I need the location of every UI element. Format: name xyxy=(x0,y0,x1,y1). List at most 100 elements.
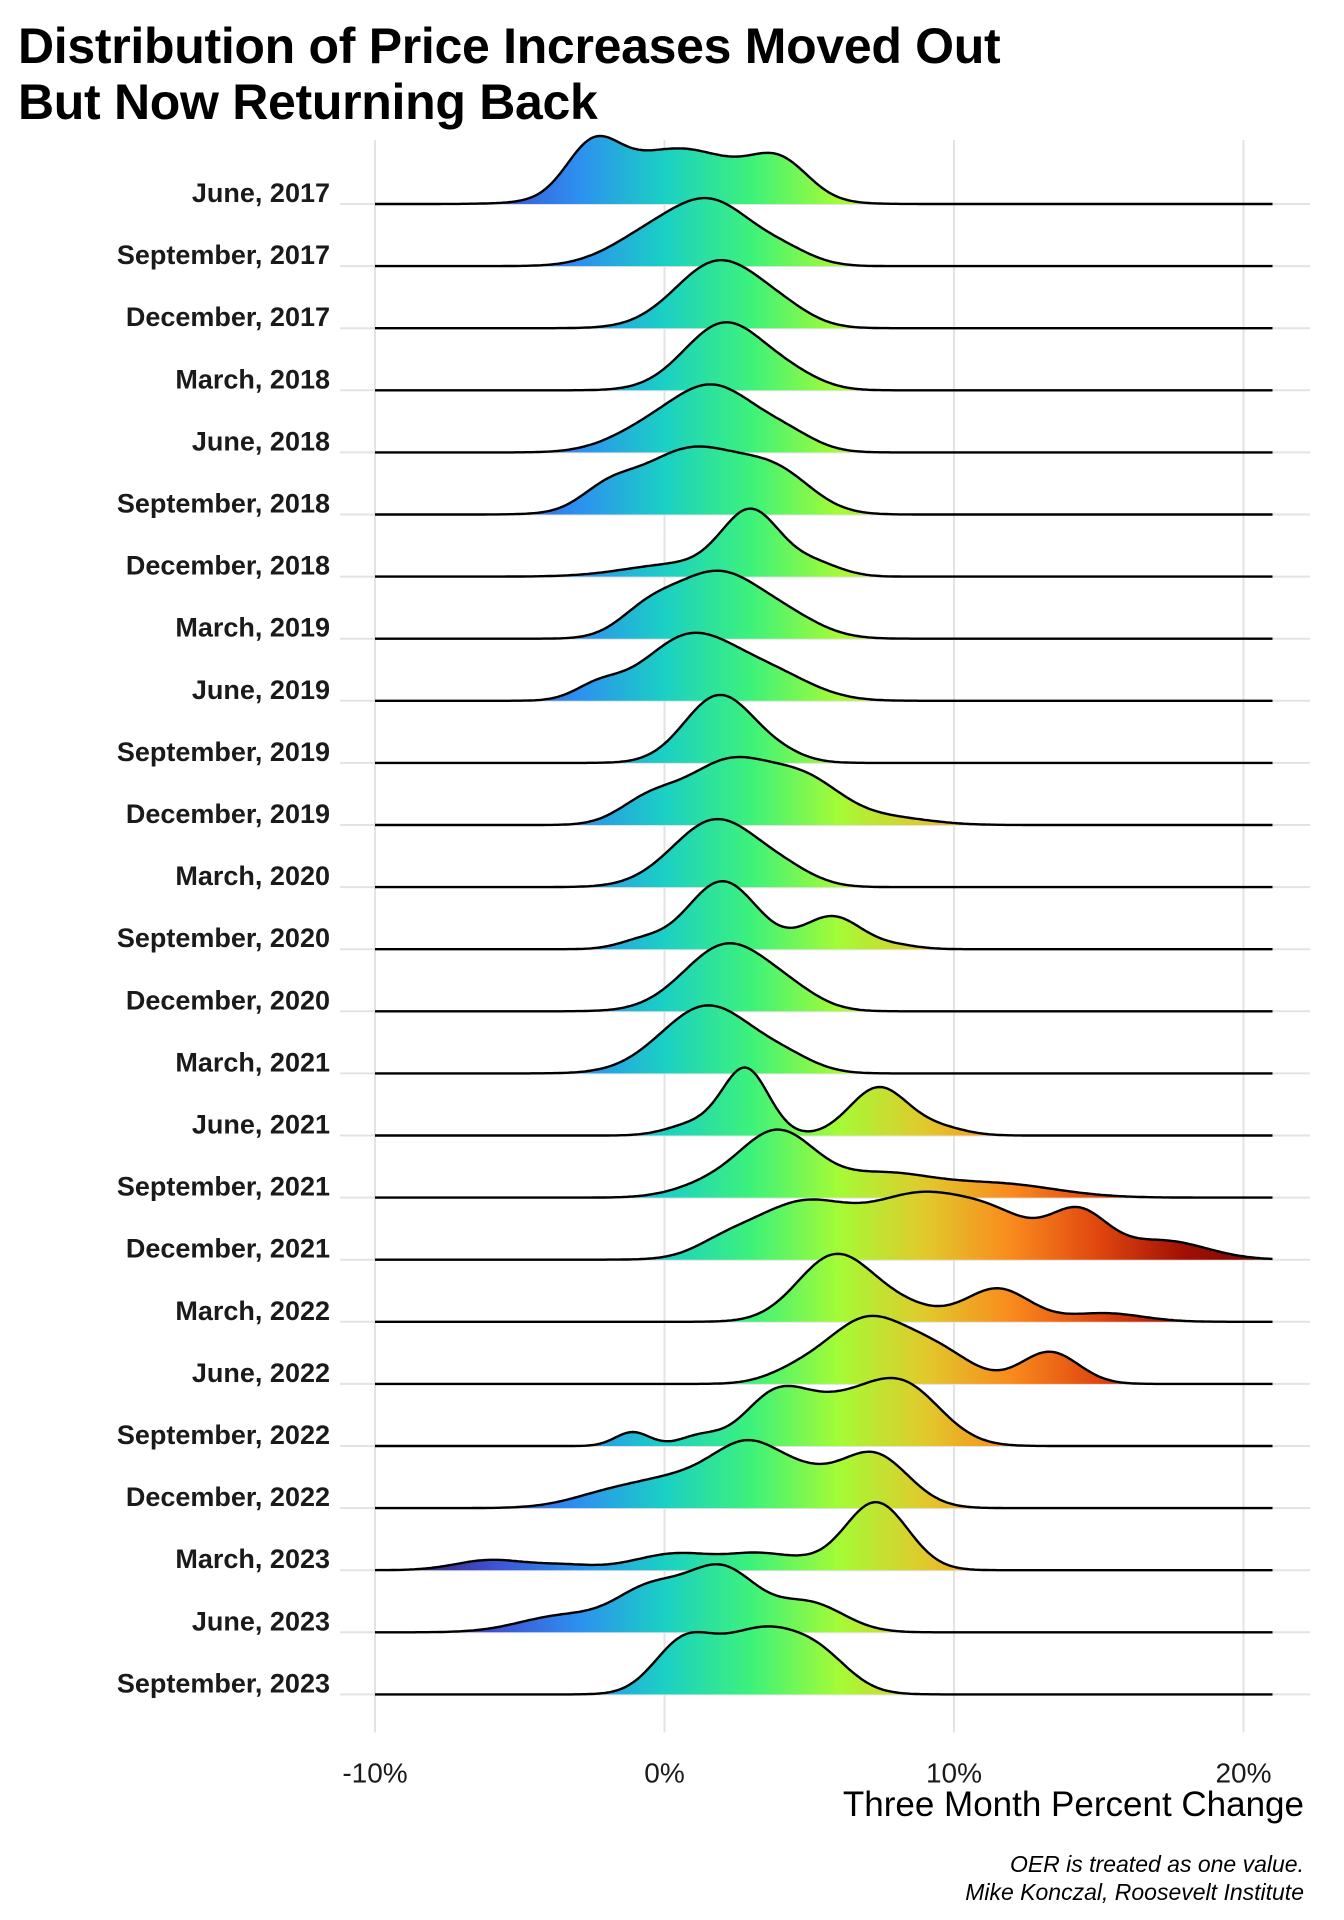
caption-line-2: Mike Konczal, Roosevelt Institute xyxy=(965,1879,1304,1905)
ridge-outline-7 xyxy=(375,569,1273,640)
ridge-19 xyxy=(375,1314,1273,1386)
y-label-17: December, 2021 xyxy=(126,1234,330,1264)
ridge-outline-10 xyxy=(375,755,1273,827)
ridge-outline-15 xyxy=(375,1066,1273,1137)
ridge-13 xyxy=(375,942,1273,1013)
ridge-8 xyxy=(375,631,1273,702)
x-tick-label-0: -10% xyxy=(342,1757,407,1788)
ridge-4 xyxy=(375,383,1273,454)
ridge-outline-14 xyxy=(375,1004,1273,1075)
y-label-24: September, 2023 xyxy=(117,1668,330,1698)
ridge-outline-9 xyxy=(375,693,1273,765)
ridge-outline-18 xyxy=(375,1252,1273,1323)
y-label-7: March, 2019 xyxy=(175,613,330,643)
ridge-fill-16 xyxy=(375,1129,1273,1198)
ridge-fill-19 xyxy=(375,1315,1273,1384)
ridge-outline-11 xyxy=(375,817,1273,889)
ridge-fill-12 xyxy=(375,881,1273,950)
ridge-15 xyxy=(375,1066,1273,1137)
ridge-outline-17 xyxy=(375,1190,1273,1261)
ridge-5 xyxy=(375,445,1273,516)
ridge-fill-5 xyxy=(375,446,1273,515)
ridge-fill-13 xyxy=(375,943,1273,1012)
ridge-23 xyxy=(375,1563,1273,1634)
ridge-fill-0 xyxy=(375,136,1273,204)
ridge-0 xyxy=(375,134,1273,206)
y-label-15: June, 2021 xyxy=(192,1110,330,1140)
ridge-fill-17 xyxy=(375,1191,1273,1260)
ridge-outline-23 xyxy=(375,1563,1273,1634)
chart-title: Distribution of Price Increases Moved Ou… xyxy=(18,18,1001,130)
ridge-outline-13 xyxy=(375,942,1273,1013)
ridge-outline-21 xyxy=(375,1438,1273,1510)
ridge-outline-20 xyxy=(375,1376,1273,1448)
caption-line-1: OER is treated as one value. xyxy=(1009,1851,1304,1877)
ridge-outline-2 xyxy=(375,259,1273,330)
y-label-22: March, 2023 xyxy=(175,1544,330,1574)
x-axis-title: Three Month Percent Change xyxy=(842,1785,1304,1824)
y-label-21: December, 2022 xyxy=(126,1482,330,1512)
ridge-11 xyxy=(375,817,1273,889)
x-tick-label-1: 0% xyxy=(644,1757,684,1788)
ridge-fill-14 xyxy=(375,1005,1273,1074)
caption: OER is treated as one value. Mike Koncza… xyxy=(965,1850,1304,1906)
ridge-fill-6 xyxy=(375,508,1273,577)
ridge-fill-4 xyxy=(375,384,1273,453)
ridge-outline-16 xyxy=(375,1128,1273,1199)
ridge-10 xyxy=(375,755,1273,827)
y-label-5: September, 2018 xyxy=(117,489,330,519)
y-label-10: December, 2019 xyxy=(126,799,330,829)
ridge-20 xyxy=(375,1376,1273,1448)
ridge-fill-18 xyxy=(375,1253,1273,1322)
y-axis-labels: June, 2017 September, 2017 December, 2017 M… xyxy=(117,178,330,1698)
y-label-1: September, 2017 xyxy=(117,240,330,270)
ridge-fill-8 xyxy=(375,632,1273,701)
ridge-fill-2 xyxy=(375,260,1273,329)
ridge-12 xyxy=(375,880,1273,951)
ridge-fill-9 xyxy=(375,694,1273,763)
ridge-fill-21 xyxy=(375,1440,1273,1509)
ridge-outline-22 xyxy=(374,1501,1273,1572)
ridge-fill-1 xyxy=(375,198,1273,267)
y-label-23: June, 2023 xyxy=(192,1606,330,1636)
y-label-6: December, 2018 xyxy=(126,551,330,581)
y-label-20: September, 2022 xyxy=(117,1420,330,1450)
x-axis-tick-labels: -10% 0% 10% 20% xyxy=(342,1757,1271,1788)
ridge-1 xyxy=(375,196,1273,268)
y-label-0: June, 2017 xyxy=(192,178,330,208)
y-label-16: September, 2021 xyxy=(117,1172,330,1202)
ridge-outline-12 xyxy=(375,880,1273,951)
y-label-3: March, 2018 xyxy=(175,364,330,394)
ridge-fill-11 xyxy=(375,819,1273,888)
ridge-21 xyxy=(375,1438,1273,1510)
ridge-fill-23 xyxy=(375,1564,1273,1633)
ridge-outline-1 xyxy=(375,196,1273,268)
y-label-19: June, 2022 xyxy=(192,1358,330,1388)
y-label-18: March, 2022 xyxy=(175,1296,330,1326)
x-tick-label-3: 20% xyxy=(1215,1757,1271,1788)
ridge-24 xyxy=(375,1625,1273,1696)
y-label-11: March, 2020 xyxy=(175,861,330,891)
ridge-fill-10 xyxy=(375,757,1273,825)
ridge-18 xyxy=(375,1252,1273,1323)
y-label-9: September, 2019 xyxy=(117,737,330,767)
ridge-17 xyxy=(375,1190,1273,1261)
ridge-outline-8 xyxy=(375,631,1273,702)
ridge-outline-24 xyxy=(375,1625,1273,1696)
ridge-6 xyxy=(375,507,1273,578)
ridge-22 xyxy=(374,1501,1273,1572)
ridge-outline-19 xyxy=(375,1314,1273,1386)
ridge-outline-0 xyxy=(375,134,1273,206)
y-label-13: December, 2020 xyxy=(126,985,330,1015)
ridge-fill-7 xyxy=(375,570,1273,639)
ridge-outline-4 xyxy=(375,383,1273,454)
ridge-3 xyxy=(375,321,1273,392)
y-label-12: September, 2020 xyxy=(117,923,330,953)
ridge-outline-3 xyxy=(375,321,1273,392)
density-ridges xyxy=(374,134,1273,1696)
chart-title-line-1: Distribution of Price Increases Moved Ou… xyxy=(18,18,1001,74)
y-label-4: June, 2018 xyxy=(192,426,330,456)
x-tick-label-2: 10% xyxy=(926,1757,982,1788)
ridge-16 xyxy=(375,1128,1273,1199)
